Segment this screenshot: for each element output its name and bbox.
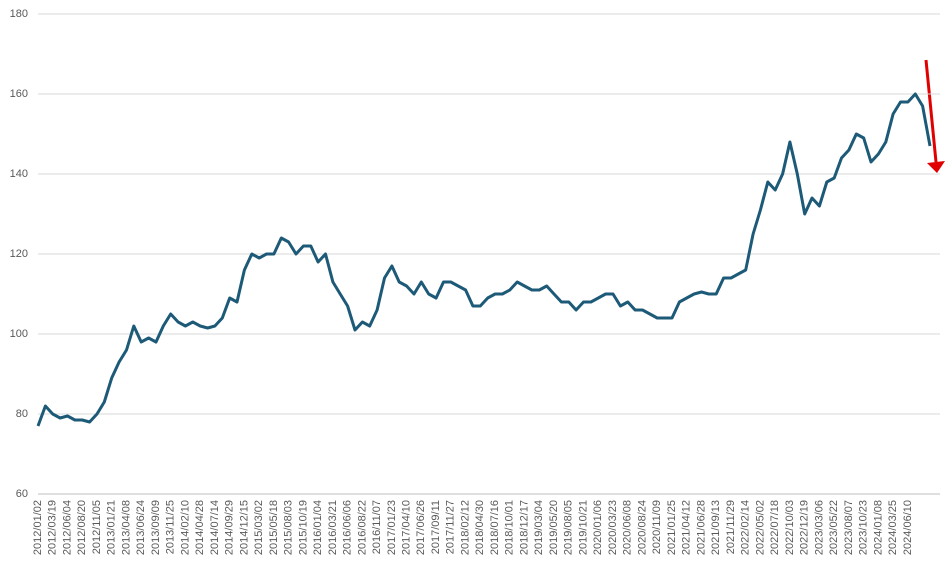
x-tick-label: 2018/04/30 [474,500,486,555]
x-tick-label: 2019/05/20 [548,500,560,555]
x-tick-label: 2021/11/29 [725,500,737,554]
x-tick-label: 2013/06/24 [135,500,147,555]
x-tick-label: 2019/10/21 [577,500,589,555]
x-tick-label: 2016/08/22 [356,500,368,555]
x-tick-label: 2014/09/29 [224,500,236,555]
x-tick-label: 2015/03/02 [253,500,265,555]
x-tick-label: 2020/08/24 [636,500,648,555]
x-tick-label: 2015/05/18 [268,500,280,555]
x-tick-label: 2019/03/04 [533,500,545,555]
x-tick-label: 2019/08/05 [563,500,575,555]
x-tick-label: 2012/01/02 [32,500,44,555]
x-tick-label: 2021/06/28 [695,500,707,555]
x-tick-label: 2021/04/12 [681,500,693,555]
x-tick-label: 2013/09/09 [150,500,162,555]
x-tick-label: 2016/11/07 [371,500,383,554]
x-tick-label: 2023/08/07 [843,500,855,555]
x-tick-label: 2022/10/03 [784,500,796,555]
x-tick-label: 2017/09/11 [430,500,442,554]
arrow [924,59,938,163]
x-tick-label: 2021/09/13 [710,500,722,555]
x-tick-label: 2012/06/04 [61,500,73,555]
x-tick-label: 2018/10/01 [504,500,516,555]
x-tick-label: 2018/07/16 [489,500,501,555]
y-tick-label: 80 [16,408,28,420]
x-tick-label: 2022/12/19 [799,500,811,555]
arrow-head [927,161,945,173]
x-tick-label: 2017/01/23 [386,500,398,555]
x-tick-label: 2024/01/08 [872,500,884,555]
x-tick-label: 2020/01/06 [592,500,604,555]
x-tick-label: 2024/03/25 [887,500,899,555]
y-tick-label: 160 [10,88,28,100]
x-tick-label: 2017/06/26 [415,500,427,555]
x-tick-label: 2015/10/19 [297,500,309,555]
x-tick-label: 2014/02/10 [179,500,191,555]
x-tick-label: 2022/05/02 [754,500,766,555]
y-tick-label: 140 [10,168,28,180]
x-tick-label: 2018/02/12 [459,500,471,555]
x-tick-label: 2017/11/27 [445,500,457,554]
x-tick-label: 2014/12/15 [238,500,250,555]
x-tick-label: 2020/11/09 [651,500,663,554]
x-tick-label: 2023/05/22 [828,500,840,555]
x-tick-label: 2012/03/19 [47,500,59,555]
y-tick-label: 180 [10,8,28,20]
y-tick-label: 60 [16,488,28,500]
x-tick-label: 2020/03/23 [607,500,619,555]
x-tick-label: 2012/11/05 [91,500,103,554]
x-tick-label: 2024/06/10 [902,500,914,555]
x-tick-label: 2013/04/08 [120,500,132,555]
x-tick-label: 2013/01/21 [106,500,118,555]
x-tick-label: 2012/08/20 [76,500,88,555]
x-tick-label: 2018/12/17 [518,500,530,555]
x-tick-label: 2023/10/23 [858,500,870,555]
y-tick-label: 120 [10,248,28,260]
x-tick-label: 2022/07/18 [769,500,781,555]
x-tick-label: 2014/07/14 [209,500,221,555]
x-tick-label: 2023/03/06 [813,500,825,555]
x-tick-label: 2014/04/28 [194,500,206,555]
y-tick-label: 100 [10,328,28,340]
x-tick-label: 2016/03/21 [327,500,339,555]
x-tick-label: 2013/11/25 [165,500,177,554]
x-tick-label: 2020/06/08 [622,500,634,555]
x-tick-label: 2015/08/03 [283,500,295,555]
x-tick-label: 2016/06/06 [342,500,354,555]
x-tick-label: 2021/01/25 [666,500,678,555]
data-line [36,92,932,427]
x-tick-label: 2022/02/14 [740,500,752,555]
x-tick-label: 2017/04/10 [401,500,413,555]
x-tick-label: 2016/01/04 [312,500,324,555]
